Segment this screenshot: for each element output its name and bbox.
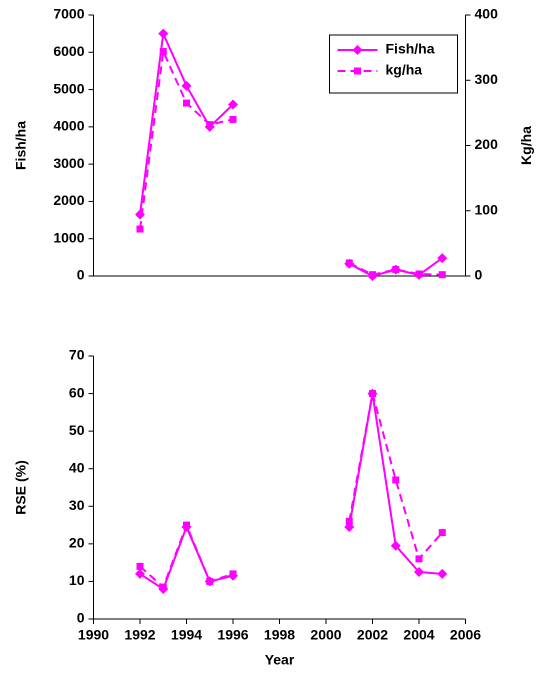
marker — [369, 390, 376, 398]
marker — [415, 555, 423, 563]
marker — [206, 577, 214, 585]
marker — [369, 271, 376, 279]
x-tick-label: 2004 — [403, 627, 434, 643]
y2-tick-label: 100 — [475, 201, 499, 217]
y-tick-label: 5000 — [53, 80, 84, 96]
y-tick-label: 0 — [77, 267, 85, 283]
marker — [183, 99, 190, 107]
y2-tick-label: 200 — [475, 136, 499, 152]
series-line — [139, 393, 443, 591]
y2-tick-label: 400 — [475, 6, 499, 22]
legend-label: Fish/ha — [386, 41, 435, 57]
x-tick-label: 1996 — [217, 627, 248, 643]
x-tick-label: 1998 — [264, 627, 295, 643]
marker — [438, 529, 446, 537]
x-tick-label: 1994 — [171, 627, 202, 643]
marker — [181, 80, 192, 91]
y-tick-label: 1000 — [53, 229, 84, 245]
y-tick-label: 4000 — [53, 118, 84, 134]
marker — [135, 209, 145, 220]
marker — [415, 270, 423, 278]
y-axis-label: Fish/ha — [13, 121, 29, 170]
marker — [135, 568, 145, 579]
y-tick-label: 6000 — [53, 43, 84, 59]
marker — [158, 28, 169, 39]
y-tick-label: 10 — [69, 572, 85, 588]
x-tick-label: 2002 — [357, 627, 388, 643]
marker — [345, 259, 353, 267]
legend-marker — [354, 67, 361, 75]
y2-axis-label: Kg/ha — [518, 126, 534, 165]
y2-tick-label: 300 — [475, 71, 499, 87]
y2-tick-label: 0 — [475, 267, 483, 283]
y-tick-label: 3000 — [53, 155, 84, 171]
legend-box — [329, 34, 458, 94]
y-axis-label: RSE (%) — [13, 460, 29, 514]
legend-marker — [352, 45, 363, 55]
x-tick-label: 2000 — [310, 627, 341, 643]
y-tick-label: 20 — [69, 535, 85, 551]
x-tick-label: 1990 — [78, 627, 109, 643]
marker — [390, 540, 401, 551]
marker — [437, 568, 448, 579]
x-axis-label: Year — [265, 652, 295, 668]
marker — [392, 476, 400, 484]
marker — [159, 583, 167, 591]
marker — [414, 567, 424, 578]
y-tick-label: 0 — [77, 610, 85, 626]
marker — [437, 253, 448, 264]
marker — [228, 99, 238, 110]
y-tick-label: 2000 — [53, 192, 84, 208]
marker — [392, 265, 400, 273]
marker — [229, 570, 237, 578]
y-tick-label: 60 — [69, 384, 85, 400]
marker — [438, 271, 446, 279]
y-tick-label: 50 — [69, 422, 85, 438]
x-tick-label: 1992 — [124, 627, 155, 643]
marker — [136, 562, 144, 570]
y-tick-label: 7000 — [53, 6, 84, 22]
series-line — [139, 393, 443, 589]
marker — [136, 225, 144, 233]
marker — [183, 521, 190, 529]
legend-label: kg/ha — [386, 62, 423, 78]
marker — [206, 121, 214, 129]
marker — [229, 115, 237, 123]
y-tick-label: 70 — [69, 347, 85, 363]
marker — [159, 48, 167, 56]
y-tick-label: 40 — [69, 459, 85, 475]
y-tick-label: 30 — [69, 497, 85, 513]
marker — [345, 517, 353, 525]
x-tick-label: 2006 — [450, 627, 481, 643]
